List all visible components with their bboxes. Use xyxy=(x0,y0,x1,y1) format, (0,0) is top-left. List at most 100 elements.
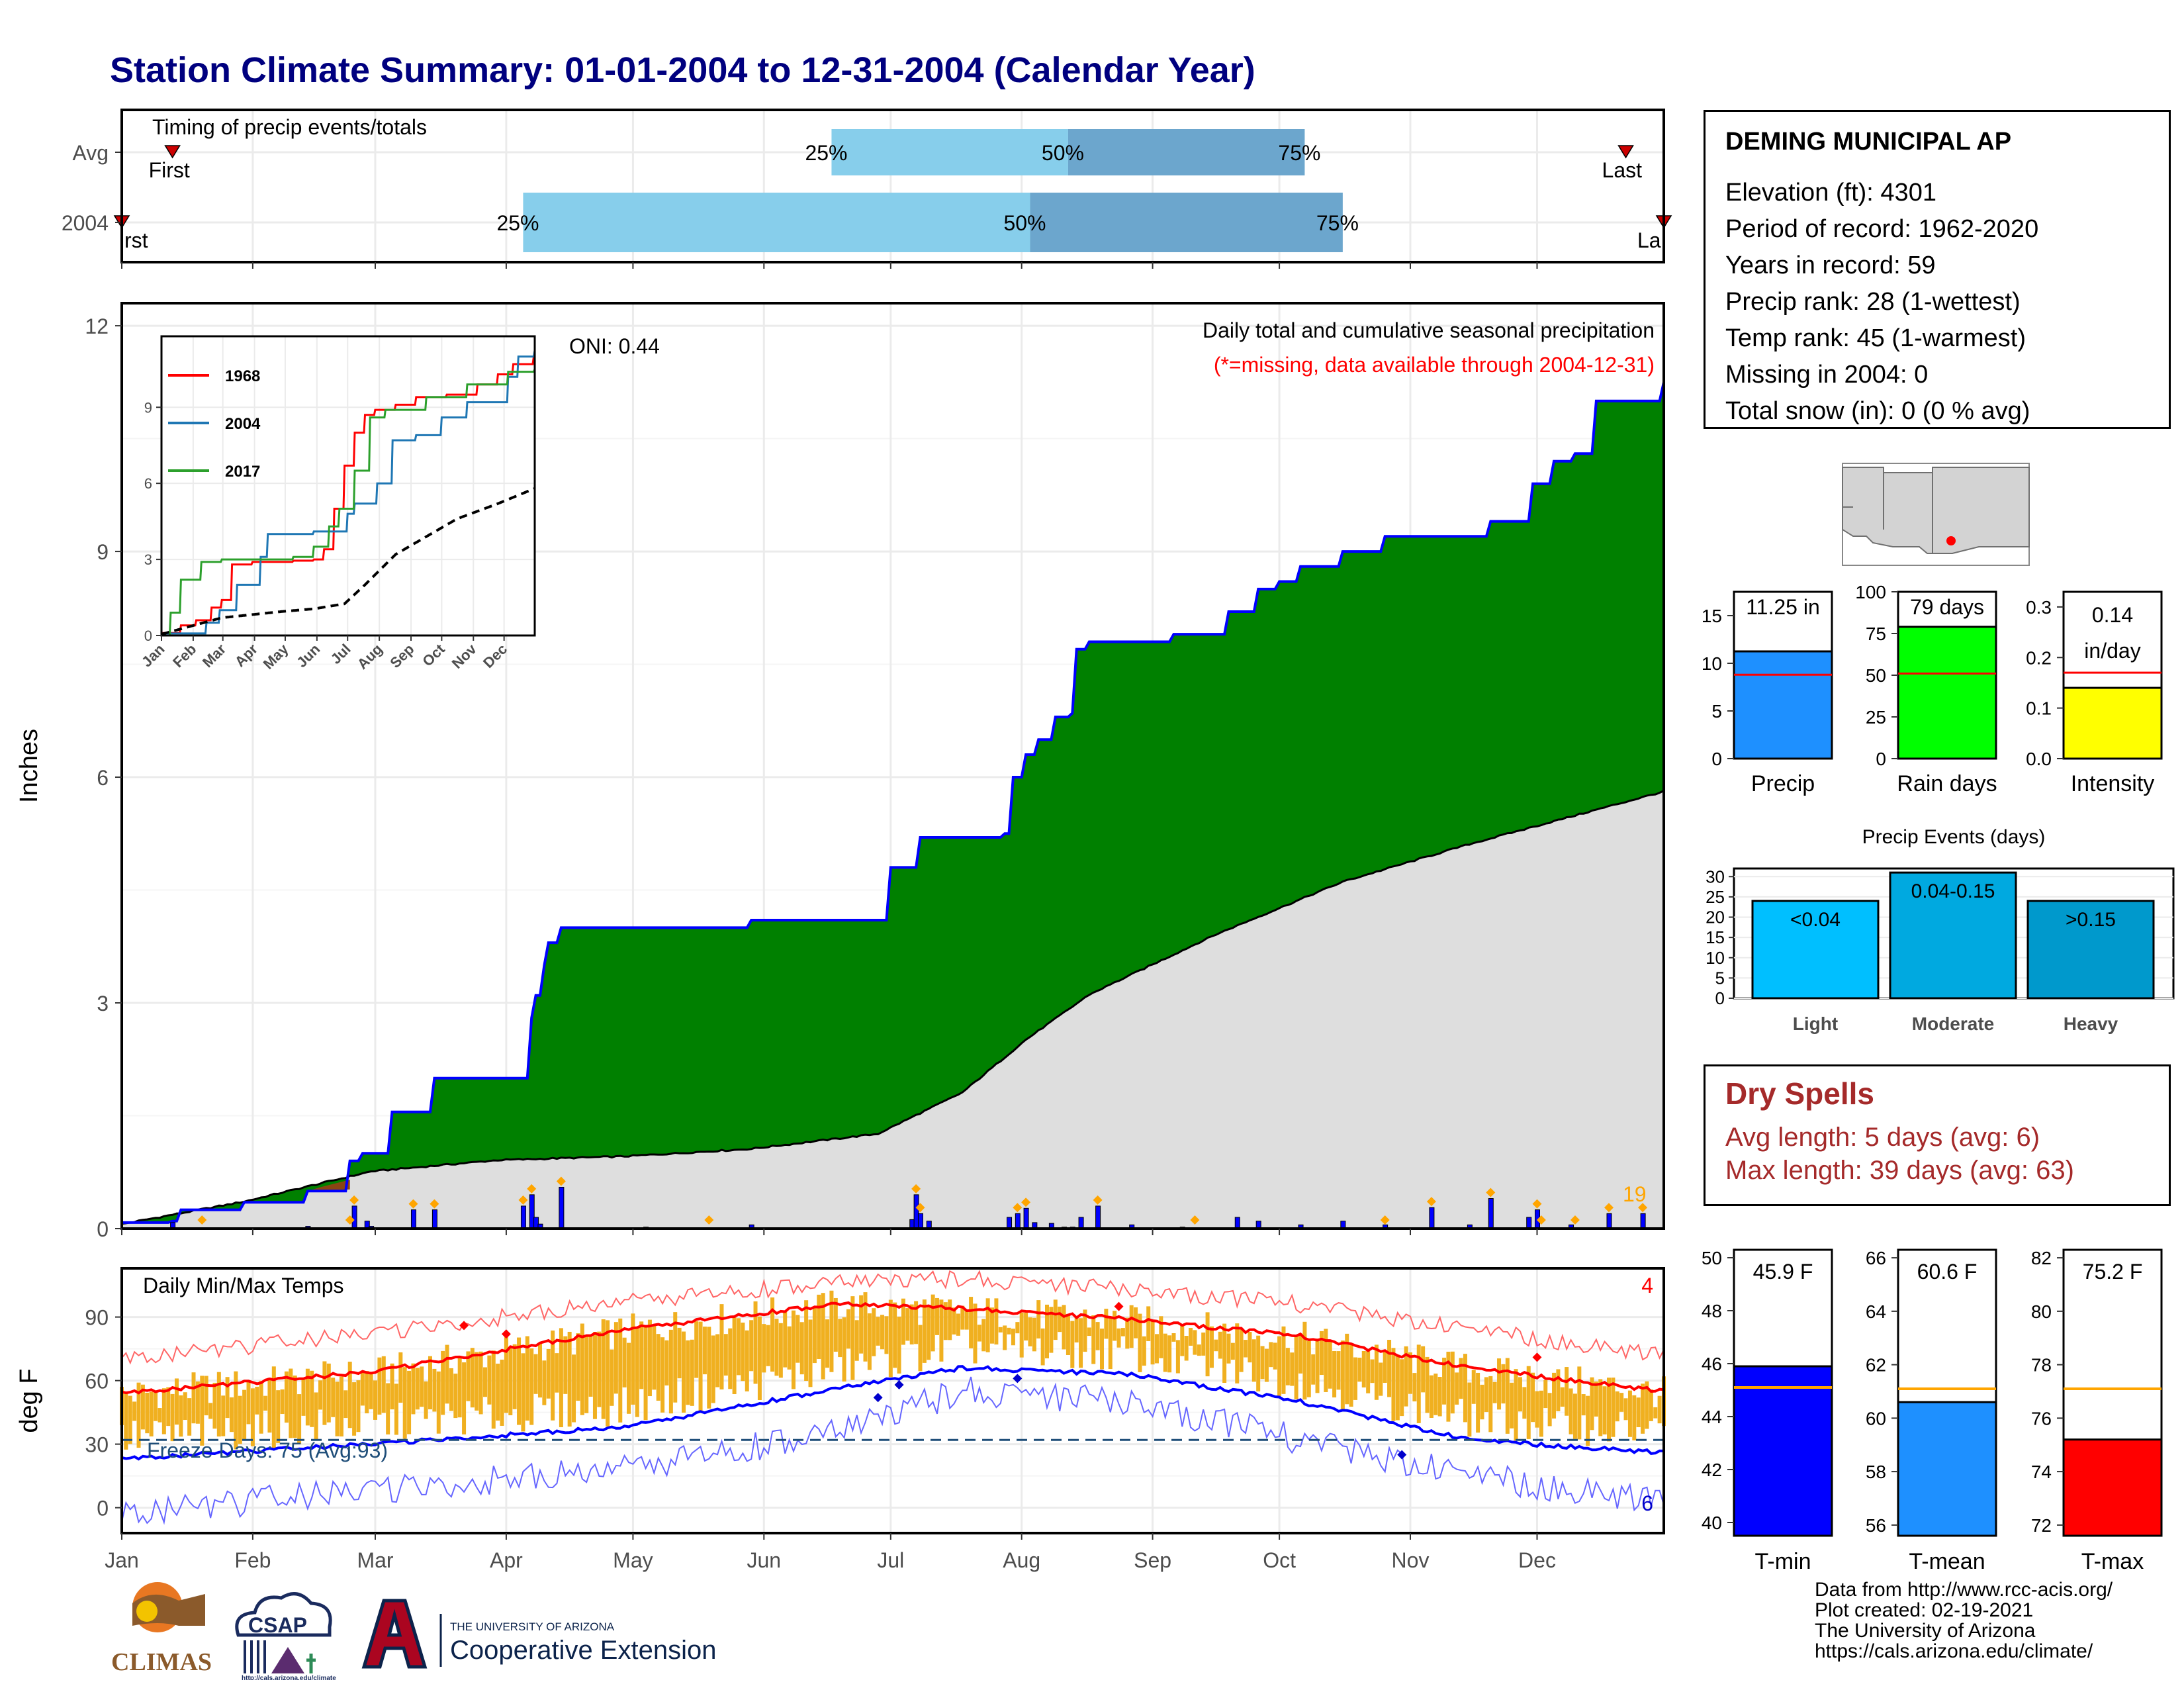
daily-temp-bar xyxy=(1260,1346,1265,1380)
daily-temp-bar xyxy=(462,1362,467,1434)
credits: Data from http://www.rcc-acis.org/ Plot … xyxy=(1815,1579,2113,1662)
climas-logo-text: CLIMAS xyxy=(111,1648,212,1676)
daily-temp-bar xyxy=(1340,1340,1345,1409)
daily-temp-bar xyxy=(1226,1333,1231,1364)
daily-temp-bar xyxy=(1463,1354,1467,1423)
daily-temp-bar xyxy=(428,1356,432,1410)
daily-temp-bar xyxy=(741,1322,745,1382)
daily-temp-bar xyxy=(1045,1304,1049,1359)
daily-temp-bar xyxy=(529,1348,534,1425)
month-label: Aug xyxy=(1003,1548,1040,1572)
day-marker xyxy=(1536,1215,1546,1225)
record-low-marker xyxy=(1397,1450,1407,1460)
events-tick-label: 30 xyxy=(1706,867,1725,886)
daily-temp-bar xyxy=(314,1392,318,1440)
daily-temp-bar xyxy=(694,1321,699,1378)
daily-temp-bar xyxy=(948,1299,952,1340)
heavy-day-marker xyxy=(1532,1199,1542,1209)
daily-temp-bar xyxy=(449,1368,453,1411)
daily-temp-bar xyxy=(842,1317,846,1382)
daily-temp-bar xyxy=(267,1378,272,1433)
climas-logo: CLIMAS xyxy=(111,1582,212,1676)
daily-temp-bar xyxy=(1572,1393,1577,1439)
station-marker xyxy=(1946,536,1956,545)
daily-temp-bar xyxy=(166,1387,171,1427)
daily-temp-bar xyxy=(457,1358,462,1418)
daily-temp-bar xyxy=(567,1331,572,1427)
mini-bar-value xyxy=(2062,686,2163,760)
daily-temp-bar xyxy=(799,1322,804,1375)
daily-temp-bar xyxy=(1484,1377,1488,1413)
daily-temp-bar xyxy=(1142,1336,1146,1366)
daily-temp-bar xyxy=(1298,1333,1303,1374)
daily-temp-bar xyxy=(1285,1348,1290,1385)
csap-logo-text: CSAP xyxy=(248,1613,307,1637)
daily-temp-bar xyxy=(322,1361,327,1425)
events-bar-light xyxy=(1751,900,1880,1000)
daily-temp-bar xyxy=(1395,1354,1400,1421)
daily-temp-bar xyxy=(1087,1327,1091,1336)
daily-temp-bar xyxy=(817,1294,821,1359)
daily-temp-bar xyxy=(1590,1377,1594,1430)
daily-temp-bar xyxy=(415,1368,420,1410)
dry-spells-title: Dry Spells xyxy=(1725,1076,1874,1111)
daily-temp-bar xyxy=(592,1332,597,1419)
daily-temp-bar xyxy=(208,1403,213,1419)
daily-temp-bar xyxy=(753,1301,758,1384)
location-map xyxy=(1842,463,2030,566)
daily-temp-bar xyxy=(677,1327,682,1379)
daily-temp-bar xyxy=(424,1381,428,1419)
daily-temp-bar xyxy=(179,1395,183,1437)
mini-bar-tick-label: 100 xyxy=(1855,582,1886,602)
station-missing: Missing in 2004: 0 xyxy=(1725,361,1929,389)
daily-temp-bar xyxy=(154,1391,158,1421)
daily-temp-bar xyxy=(1281,1326,1286,1394)
heavy-day-marker xyxy=(1638,1203,1648,1213)
daily-temp-bar xyxy=(161,1388,166,1434)
daily-temp-bar xyxy=(1641,1383,1645,1434)
daily-temp-bar xyxy=(723,1334,728,1376)
month-label: Feb xyxy=(234,1548,271,1572)
daily-temp-bar xyxy=(745,1330,749,1391)
daily-temp-bar xyxy=(398,1352,403,1403)
daily-temp-bar xyxy=(647,1319,652,1397)
dry-spells-avg: Avg length: 5 days (avg: 6) xyxy=(1725,1123,2040,1152)
daily-temp-bar xyxy=(1159,1316,1163,1358)
daily-temp-bar xyxy=(707,1327,711,1409)
events-tick-label: 5 xyxy=(1715,968,1725,988)
daily-temp-bar xyxy=(1657,1395,1662,1424)
daily-temp-bar xyxy=(1379,1362,1383,1396)
station-snow: Total snow (in): 0 (0 % avg) xyxy=(1725,397,2030,425)
daily-temp-bar xyxy=(749,1320,754,1372)
daily-temp-bar xyxy=(1125,1317,1130,1349)
daily-temp-bar xyxy=(1636,1397,1641,1428)
daily-temp-bar xyxy=(271,1366,276,1448)
daily-temp-bar xyxy=(559,1328,563,1428)
daily-temp-bar xyxy=(504,1336,508,1413)
temp-bar-tick-label: 74 xyxy=(2031,1462,2052,1482)
daily-temp-bar xyxy=(453,1374,458,1419)
daily-temp-bar xyxy=(664,1340,669,1385)
daily-temp-bar xyxy=(377,1357,382,1415)
daily-temp-bar xyxy=(914,1301,919,1344)
events-bar-heavy xyxy=(2026,900,2155,1000)
record-high-marker xyxy=(1532,1352,1542,1362)
daily-temp-bar xyxy=(808,1319,813,1387)
temp-bar-tick-label: 40 xyxy=(1702,1513,1722,1533)
events-bar-label: 0.04-0.15 xyxy=(1911,880,1995,902)
temp-panel-title: Daily Min/Max Temps xyxy=(143,1274,343,1297)
heavy-day-marker xyxy=(349,1195,359,1205)
temp-bar-value xyxy=(2062,1438,2163,1537)
heavy-day-marker xyxy=(518,1195,528,1205)
daily-temp-bar xyxy=(1074,1317,1079,1342)
daily-temp-bar xyxy=(242,1389,247,1440)
daily-temp-bar xyxy=(1024,1313,1028,1341)
daily-precip-bar xyxy=(1526,1217,1532,1229)
daily-temp-bar xyxy=(1531,1372,1535,1423)
mini-bar-tick-label: 75 xyxy=(1866,624,1886,644)
daily-temp-bar xyxy=(1113,1311,1117,1341)
temperature-bar-charts: 40 42 44 46 48 50 45.9 F T-min 56 58 60 62 64 66 60.6 … xyxy=(1702,1248,2163,1574)
daily-temp-bar xyxy=(216,1372,221,1437)
daily-temp-bar xyxy=(952,1307,956,1335)
daily-temp-bar xyxy=(618,1318,623,1423)
